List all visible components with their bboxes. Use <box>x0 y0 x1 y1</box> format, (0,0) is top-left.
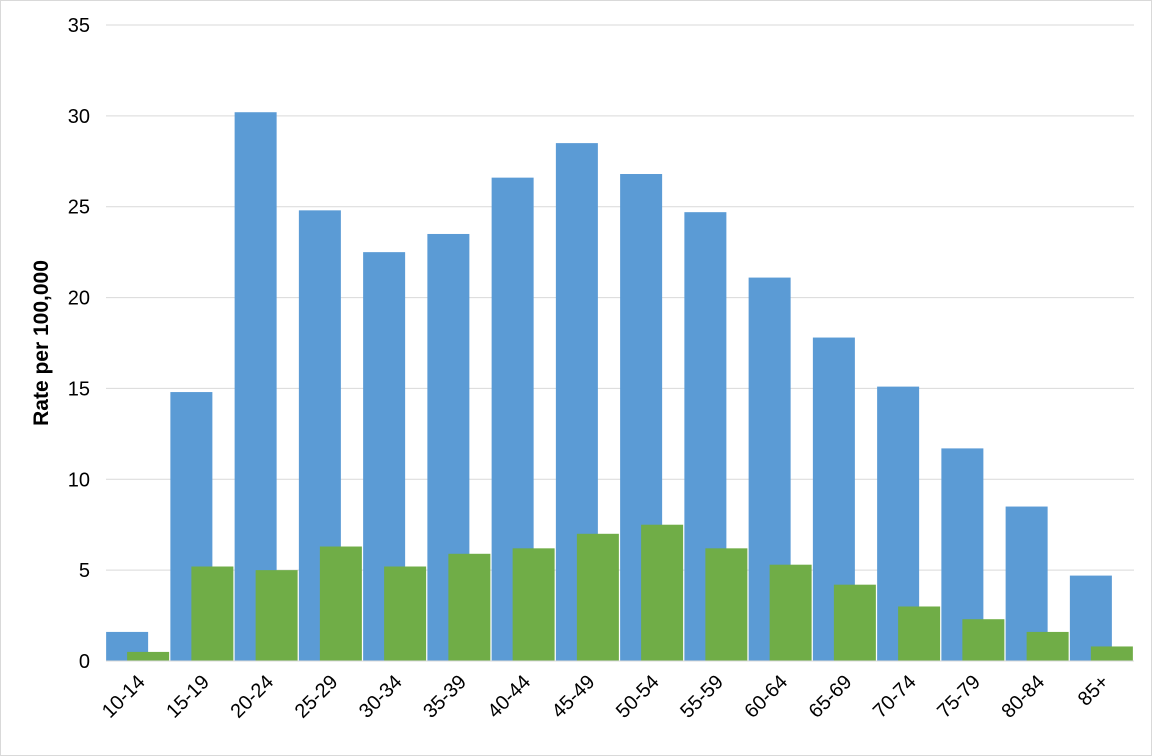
bar-series-2-75-79 <box>962 619 1005 661</box>
x-tick-label: 40-44 <box>483 671 535 723</box>
bar-series-2-60-64 <box>769 564 812 661</box>
x-tick-label: 75-79 <box>933 671 985 723</box>
x-tick-label: 70-74 <box>869 671 921 723</box>
x-tick-label: 20-24 <box>226 671 278 723</box>
x-tick-label: 15-19 <box>162 671 214 723</box>
x-tick-label: 80-84 <box>997 671 1049 723</box>
y-tick-label: 5 <box>79 560 90 582</box>
y-tick-label: 15 <box>68 378 90 400</box>
x-axis-ticks: 10-14 15-19 20-24 25-29 30-34 35-39 40-44 45-49… <box>98 671 1113 723</box>
y-axis-label: Rate per 100,000 <box>30 260 53 426</box>
bar-series-2-85+ <box>1090 646 1133 661</box>
x-tick-label: 10-14 <box>98 671 150 723</box>
bar-series-2-10-14 <box>127 651 170 661</box>
x-tick-label: 60-64 <box>740 671 792 723</box>
y-tick-label: 35 <box>68 15 90 37</box>
y-axis-ticks: 0 5 10 15 20 25 30 35 <box>68 15 90 673</box>
x-tick-label: 85+ <box>1074 671 1114 711</box>
bar-series-2-35-39 <box>448 553 491 661</box>
bar-series-2-65-69 <box>833 584 876 661</box>
x-tick-label: 65-69 <box>805 671 857 723</box>
x-tick-label: 50-54 <box>612 671 664 723</box>
bar-series-2-15-19 <box>191 566 234 661</box>
x-tick-label: 25-29 <box>291 671 343 723</box>
bar-series-2-70-74 <box>898 606 941 661</box>
bar-series-2-50-54 <box>641 524 684 661</box>
y-tick-label: 0 <box>79 651 90 673</box>
y-tick-label: 10 <box>68 469 90 491</box>
x-tick-label: 45-49 <box>548 671 600 723</box>
x-tick-label: 35-39 <box>419 671 471 723</box>
bar-series-1-20-24 <box>234 112 277 662</box>
bar-series-2-25-29 <box>319 546 362 661</box>
bar-series-2-40-44 <box>512 548 555 661</box>
x-tick-label: 55-59 <box>676 671 728 723</box>
y-tick-label: 25 <box>68 197 90 219</box>
y-tick-label: 20 <box>68 288 90 310</box>
bar-series-2-30-34 <box>384 566 427 661</box>
bars <box>106 112 1133 662</box>
bar-series-2-80-84 <box>1026 631 1069 661</box>
bar-series-2-45-49 <box>576 533 619 661</box>
bar-series-2-55-59 <box>705 548 748 661</box>
bar-series-2-20-24 <box>255 570 298 661</box>
y-tick-label: 30 <box>68 106 90 128</box>
x-tick-label: 30-34 <box>355 671 407 723</box>
